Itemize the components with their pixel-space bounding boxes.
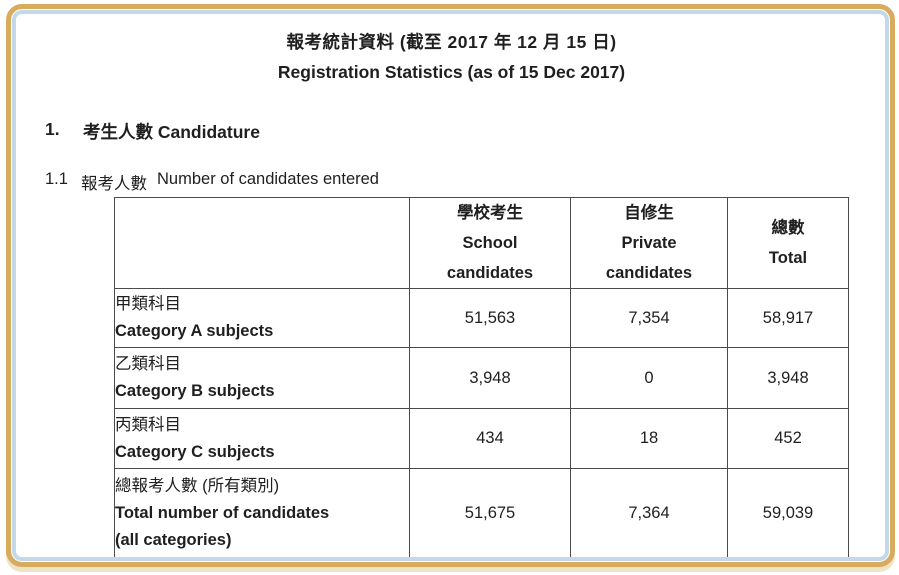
subsection-1-1-title-en: Number of candidates entered: [157, 170, 379, 188]
document-inner-frame: 報考統計資料 (截至 2017 年 12 月 15 日) Registratio…: [12, 10, 889, 561]
cell-category-b-total: 3,948: [727, 347, 849, 409]
row-label-total-en2: (all categories): [115, 530, 232, 549]
row-label-category-a-en: Category A subjects: [115, 322, 274, 340]
column-header-school-en2: candidates: [446, 264, 534, 282]
row-label-category-c: 丙類科目 Category C subjects: [114, 408, 410, 469]
document-outer-frame: 報考統計資料 (截至 2017 年 12 月 15 日) Registratio…: [6, 4, 895, 567]
document-title-en: Registration Statistics (as of 15 Dec 20…: [277, 62, 626, 82]
document-page: 報考統計資料 (截至 2017 年 12 月 15 日) Registratio…: [16, 14, 885, 557]
column-header-private-en2: candidates: [605, 264, 693, 282]
row-label-category-b: 乙類科目 Category B subjects: [114, 347, 410, 409]
subsection-1-1-title-zh: 報考人數: [81, 175, 147, 193]
row-label-category-c-en: Category C subjects: [115, 442, 275, 461]
section-1-title: 考生人數 Candidature: [83, 122, 260, 142]
column-header-school-en1: School: [462, 234, 518, 252]
subsection-1-1-number: 1.1: [45, 170, 68, 188]
table-row-category-c: 丙類科目 Category C subjects 434 18 452: [114, 408, 849, 469]
subsection-1-1-heading: 1.1 報考人數 Number of candidates entered: [45, 170, 871, 194]
cell-category-c-private: 18: [570, 408, 728, 469]
cell-category-c-school: 434: [409, 408, 571, 469]
column-header-private-en1: Private: [621, 234, 677, 252]
column-header-private-zh: 自修生: [624, 204, 674, 222]
cell-total-total: 59,039: [727, 468, 849, 557]
document-title-zh: 報考統計資料 (截至 2017 年 12 月 15 日): [286, 32, 617, 52]
header-stub-cell: [114, 197, 410, 289]
candidature-table: 學校考生 School candidates 自修生 Private candi…: [114, 197, 849, 557]
cell-category-a-private: 7,354: [570, 288, 728, 348]
document-title: 報考統計資料 (截至 2017 年 12 月 15 日) Registratio…: [32, 27, 871, 87]
row-label-total-en: Total number of candidates: [115, 503, 330, 522]
row-label-category-b-en: Category B subjects: [115, 382, 275, 400]
table-row-category-b: 乙類科目 Category B subjects 3,948 0 3,948: [114, 347, 849, 409]
table-header-row: 學校考生 School candidates 自修生 Private candi…: [114, 197, 849, 289]
column-header-school: 學校考生 School candidates: [409, 197, 571, 289]
cell-category-a-total: 58,917: [727, 288, 849, 348]
cell-total-school: 51,675: [409, 468, 571, 557]
cell-total-private: 7,364: [570, 468, 728, 557]
cell-category-a-school: 51,563: [409, 288, 571, 348]
column-header-total-zh: 總數: [771, 219, 805, 237]
table-row-category-a: 甲類科目 Category A subjects 51,563 7,354 58…: [114, 288, 849, 348]
row-label-total: 總報考人數 (所有類別) Total number of candidates …: [114, 468, 410, 557]
column-header-school-zh: 學校考生: [457, 204, 523, 222]
column-header-private: 自修生 Private candidates: [570, 197, 728, 289]
row-label-total-zh: 總報考人數 (所有類別): [115, 476, 280, 495]
section-1-heading: 1. 考生人數 Candidature: [45, 119, 871, 144]
row-label-category-c-zh: 丙類科目: [115, 415, 181, 434]
cell-category-c-total: 452: [727, 408, 849, 469]
row-label-category-a-zh: 甲類科目: [115, 295, 181, 313]
cell-category-b-school: 3,948: [409, 347, 571, 409]
column-header-total: 總數 Total: [727, 197, 849, 289]
row-label-category-b-zh: 乙類科目: [115, 355, 181, 373]
table-row-total: 總報考人數 (所有類別) Total number of candidates …: [114, 468, 849, 557]
column-header-total-en1: Total: [768, 249, 808, 267]
row-label-category-a: 甲類科目 Category A subjects: [114, 288, 410, 348]
cell-category-b-private: 0: [570, 347, 728, 409]
section-1-number: 1.: [45, 119, 60, 139]
